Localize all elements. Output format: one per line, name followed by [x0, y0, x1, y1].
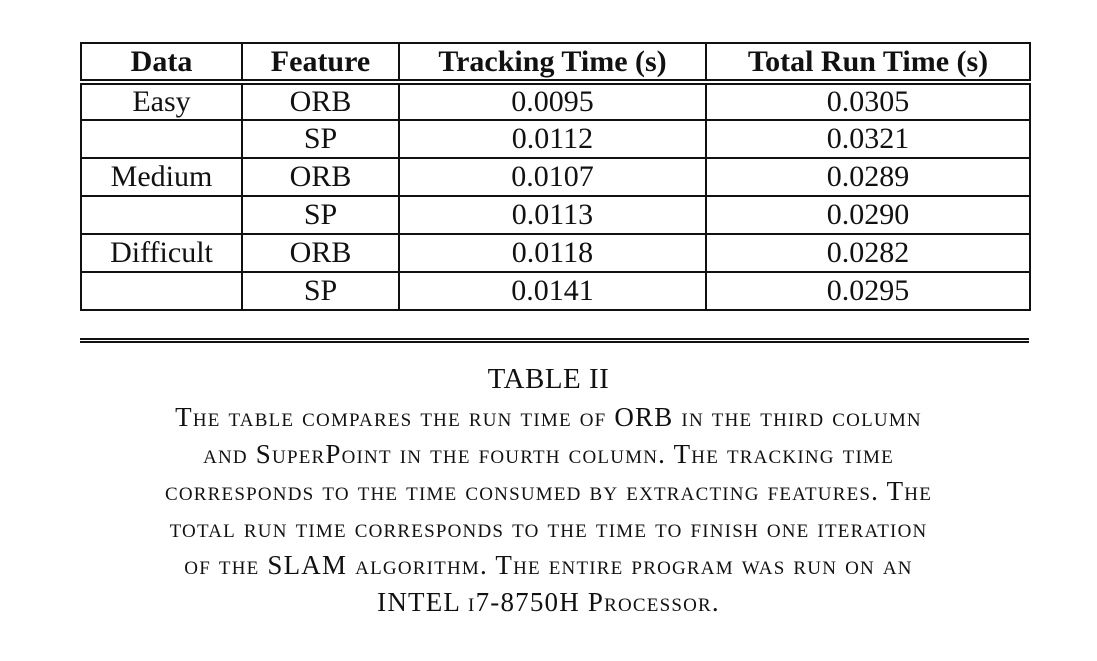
- header-feature: Feature: [241, 42, 400, 83]
- table-row: Difficult ORB 0.0118 0.0282: [80, 234, 1031, 273]
- cell-total-run-time: 0.0305: [705, 79, 1031, 121]
- cell-tracking-time: 0.0113: [398, 196, 707, 235]
- caption-line: corresponds to the time consumed by extr…: [165, 476, 932, 506]
- runtime-comparison-table: Data Feature Tracking Time (s) Total Run…: [80, 42, 1031, 311]
- table-row: Easy ORB 0.0095 0.0305: [80, 79, 1031, 121]
- cell-total-run-time: 0.0321: [705, 120, 1031, 159]
- caption-text: The table compares the run time of ORB i…: [20, 399, 1077, 621]
- cell-feature: SP: [241, 272, 400, 311]
- cell-feature: ORB: [241, 234, 400, 273]
- cell-feature: ORB: [241, 79, 400, 121]
- results-table-container: Data Feature Tracking Time (s) Total Run…: [80, 42, 1031, 311]
- cell-total-run-time: 0.0282: [705, 234, 1031, 273]
- cell-tracking-time: 0.0107: [398, 158, 707, 197]
- header-total-run-time: Total Run Time (s): [705, 42, 1031, 83]
- cell-data: Medium: [80, 158, 243, 197]
- cell-total-run-time: 0.0295: [705, 272, 1031, 311]
- table-header: Data Feature Tracking Time (s) Total Run…: [80, 42, 1031, 83]
- caption-line: total run time corresponds to the time t…: [169, 513, 928, 543]
- table-caption: TABLE II The table compares the run time…: [20, 362, 1077, 621]
- caption-line: The table compares the run time of ORB i…: [175, 402, 922, 432]
- caption-line: INTEL i7-8750H Processor.: [377, 587, 720, 617]
- cell-data: [80, 272, 243, 311]
- cell-data: Easy: [80, 79, 243, 121]
- cell-tracking-time: 0.0118: [398, 234, 707, 273]
- table-row: SP 0.0112 0.0321: [80, 120, 1031, 159]
- table-row: Medium ORB 0.0107 0.0289: [80, 158, 1031, 197]
- cell-feature: ORB: [241, 158, 400, 197]
- caption-line: and SuperPoint in the fourth column. The…: [203, 439, 894, 469]
- cell-data: [80, 120, 243, 159]
- caption-line: of the SLAM algorithm. The entire progra…: [184, 550, 913, 580]
- cell-data: [80, 196, 243, 235]
- table-row: SP 0.0141 0.0295: [80, 272, 1031, 311]
- header-tracking-time: Tracking Time (s): [398, 42, 707, 83]
- cell-total-run-time: 0.0290: [705, 196, 1031, 235]
- cell-feature: SP: [241, 120, 400, 159]
- header-data: Data: [80, 42, 243, 83]
- cell-tracking-time: 0.0141: [398, 272, 707, 311]
- table-row: SP 0.0113 0.0290: [80, 196, 1031, 235]
- cell-tracking-time: 0.0095: [398, 79, 707, 121]
- cell-feature: SP: [241, 196, 400, 235]
- cell-data: Difficult: [80, 234, 243, 273]
- cell-total-run-time: 0.0289: [705, 158, 1031, 197]
- caption-label: TABLE II: [487, 363, 610, 395]
- cell-tracking-time: 0.0112: [398, 120, 707, 159]
- table-bottom-rule: [80, 338, 1029, 343]
- header-row: Data Feature Tracking Time (s) Total Run…: [80, 42, 1031, 83]
- table-body: Easy ORB 0.0095 0.0305 SP 0.0112 0.0321 …: [80, 79, 1031, 311]
